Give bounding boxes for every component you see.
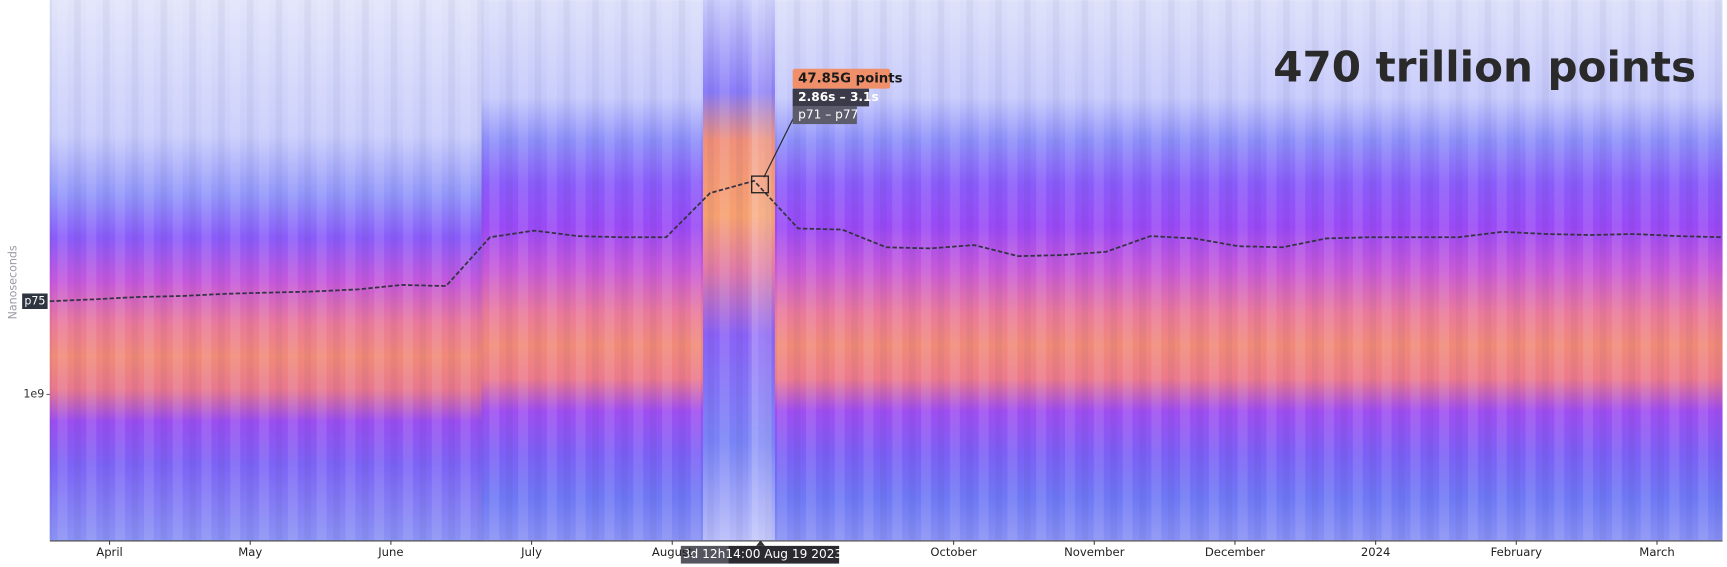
hover-x-box bbox=[728, 545, 840, 564]
chart-title: 470 trillion points bbox=[1273, 42, 1696, 91]
x-tick-label: October bbox=[930, 545, 977, 559]
hover-band bbox=[751, 0, 772, 541]
series-name: p75 bbox=[24, 294, 45, 307]
y-tick-label: 1e9 bbox=[23, 387, 44, 400]
tooltip-leader bbox=[763, 114, 796, 178]
x-tick-label: November bbox=[1064, 545, 1125, 559]
x-tick-label: July bbox=[520, 545, 542, 559]
hover-x-box bbox=[680, 545, 729, 564]
x-tick-label: 2024 bbox=[1361, 545, 1391, 559]
heatmap bbox=[49, 0, 1723, 541]
x-tick-label: April bbox=[96, 545, 123, 559]
x-tick-label: March bbox=[1639, 545, 1674, 559]
hover-duration: 3d 12h bbox=[683, 547, 726, 561]
hover-marker bbox=[751, 175, 769, 194]
tooltip-box bbox=[792, 68, 891, 89]
tooltip-range: 2.86s – 3.1s bbox=[798, 90, 879, 104]
x-tick-label: December bbox=[1205, 545, 1265, 559]
x-tick-label: February bbox=[1491, 545, 1543, 559]
x-tick-label: May bbox=[238, 545, 262, 559]
line-layer: p75 bbox=[22, 179, 1723, 310]
y-axis-label: Nanoseconds bbox=[6, 245, 19, 319]
hover-caret bbox=[756, 540, 765, 546]
x-tick-label: June bbox=[377, 545, 403, 559]
tooltip-box bbox=[792, 88, 870, 107]
tooltip-percentiles: p71 – p77 bbox=[798, 108, 858, 122]
tooltip-box bbox=[792, 106, 857, 125]
heatmap-texture bbox=[49, 0, 1723, 541]
p75-line bbox=[49, 179, 1723, 303]
series-tag bbox=[22, 293, 48, 310]
hover-time: 14:00 Aug 19 2023 bbox=[725, 547, 842, 561]
x-tick-label: August bbox=[652, 545, 693, 559]
tooltip-count: 47.85G points bbox=[798, 72, 902, 87]
